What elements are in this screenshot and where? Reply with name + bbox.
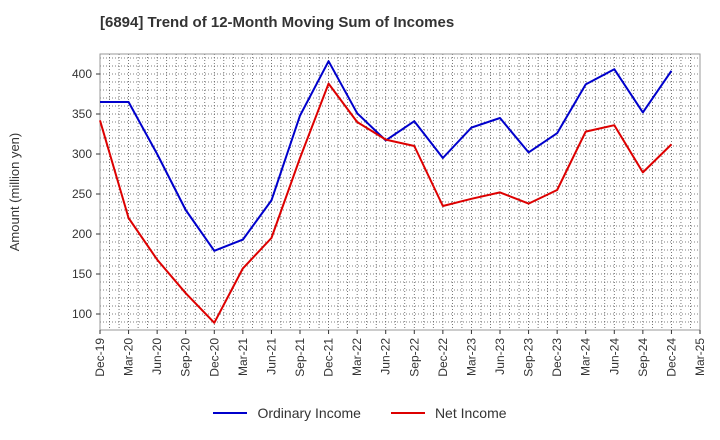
- x-tick-label: Mar-25: [693, 338, 707, 376]
- x-tick-label: Dec-23: [550, 338, 564, 377]
- x-tick-label: Jun-22: [379, 338, 393, 375]
- legend-label: Ordinary Income: [257, 405, 361, 421]
- x-axis: Dec-19 Mar-20 Jun-20 Sep-20 Dec-20 Mar-21 Jun-…: [93, 330, 707, 377]
- y-tick-label: 100: [72, 307, 92, 321]
- series-line-net-income: [99, 82, 673, 324]
- grid: [100, 54, 700, 330]
- plot-area: [99, 53, 701, 331]
- x-tick-label: Jun-24: [607, 338, 621, 375]
- x-tick-label: Sep-24: [636, 338, 650, 377]
- x-tick-label: Sep-21: [293, 338, 307, 377]
- x-tick-label: Dec-24: [664, 338, 678, 377]
- chart-title: [6894] Trend of 12-Month Moving Sum of I…: [100, 14, 455, 31]
- y-tick-label: 350: [72, 107, 92, 121]
- series-group: [99, 60, 673, 324]
- legend-item-ordinary-income: Ordinary Income: [213, 405, 361, 421]
- x-tick-label: Dec-20: [207, 338, 221, 377]
- x-tick-label: Sep-20: [179, 338, 193, 377]
- x-tick-label: Sep-23: [522, 338, 536, 377]
- legend-swatch: [390, 412, 425, 414]
- y-axis: 100 150 200 250 300 350 400: [72, 67, 100, 321]
- x-tick-label: Sep-22: [407, 338, 421, 377]
- y-tick-label: 250: [72, 187, 92, 201]
- x-tick-label: Mar-22: [350, 338, 364, 376]
- y-tick-label: 400: [72, 67, 92, 81]
- legend: Ordinary Income Net Income: [0, 405, 720, 421]
- x-tick-label: Mar-23: [464, 338, 478, 376]
- x-tick-label: Jun-21: [264, 338, 278, 375]
- legend-swatch: [213, 412, 248, 414]
- x-tick-label: Mar-21: [236, 338, 250, 376]
- legend-label: Net Income: [434, 405, 507, 421]
- x-tick-label: Mar-20: [122, 338, 136, 376]
- x-tick-label: Dec-22: [436, 338, 450, 377]
- x-tick-label: Jun-20: [150, 338, 164, 375]
- y-tick-label: 300: [72, 147, 92, 161]
- legend-item-net-income: Net Income: [390, 405, 507, 421]
- x-tick-label: Dec-21: [322, 338, 336, 377]
- x-tick-label: Mar-24: [579, 338, 593, 376]
- y-axis-label: Amount (million yen): [7, 133, 22, 252]
- x-tick-label: Dec-19: [93, 338, 107, 377]
- x-tick-label: Jun-23: [493, 338, 507, 375]
- y-tick-label: 200: [72, 227, 92, 241]
- y-tick-label: 150: [72, 267, 92, 281]
